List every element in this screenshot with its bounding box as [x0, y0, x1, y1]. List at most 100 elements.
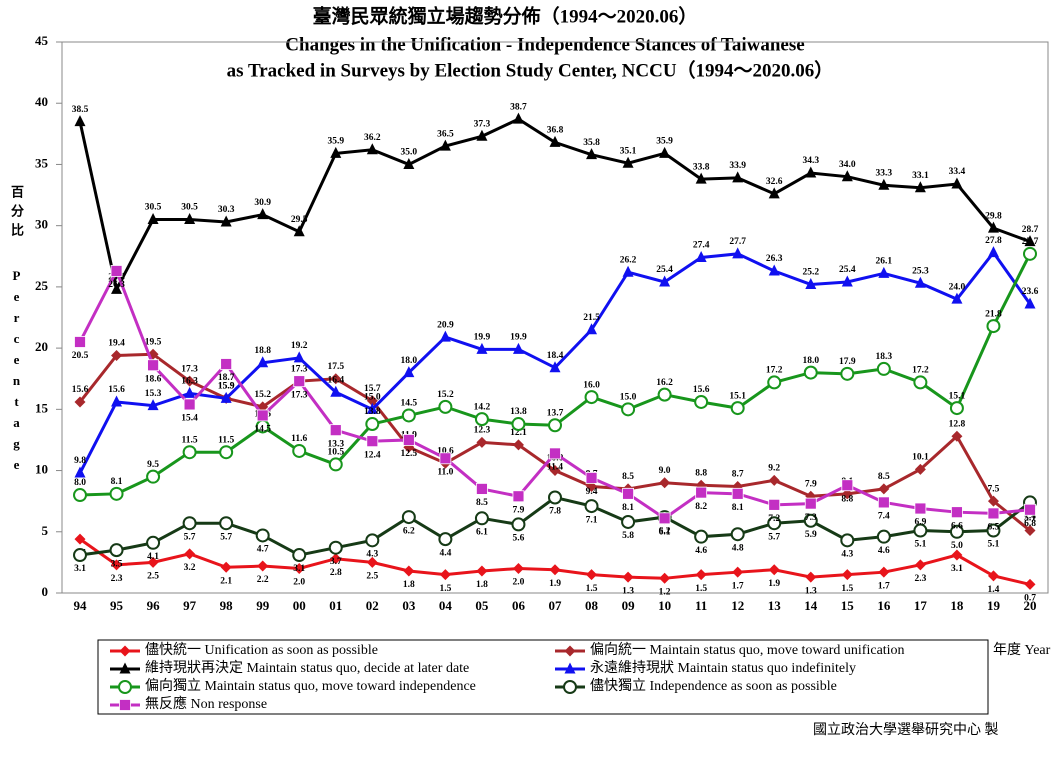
marker [767, 375, 782, 390]
data-label: 27.4 [693, 241, 710, 251]
data-label: 35.0 [401, 148, 418, 158]
marker [476, 436, 488, 448]
data-label: 16.3 [181, 377, 198, 387]
marker [878, 266, 890, 278]
marker [330, 146, 342, 158]
x-tick-label: 02 [366, 598, 379, 613]
marker [1024, 525, 1036, 537]
data-label: 6.8 [1024, 519, 1036, 529]
data-label: 6.9 [914, 518, 926, 528]
marker [695, 251, 707, 263]
data-label: 20.9 [437, 320, 454, 330]
data-label: 5.9 [805, 530, 817, 540]
y-tick-label: 10 [35, 462, 48, 477]
marker [119, 662, 131, 674]
data-label: 13.3 [327, 439, 344, 449]
x-tick-label: 17 [914, 598, 928, 613]
marker [951, 177, 963, 189]
marker [840, 533, 855, 548]
marker [439, 139, 451, 151]
marker [110, 265, 123, 277]
marker [1024, 578, 1036, 590]
marker [438, 532, 453, 547]
data-label: 12.1 [510, 428, 527, 438]
data-label: 20.5 [72, 351, 89, 361]
data-label: 1.9 [768, 579, 780, 589]
data-label: 8.1 [622, 503, 634, 513]
data-label: 15.2 [254, 390, 271, 400]
marker [511, 417, 526, 432]
x-tick-label: 99 [256, 598, 270, 613]
data-label: 35.9 [656, 137, 673, 147]
marker [878, 483, 890, 495]
marker [439, 330, 451, 342]
marker [659, 275, 671, 287]
data-label: 19.9 [474, 333, 491, 343]
data-label: 8.0 [74, 478, 86, 488]
marker [549, 447, 561, 460]
y-tick-label: 45 [35, 33, 49, 48]
marker [439, 452, 452, 465]
marker [805, 571, 817, 583]
marker [219, 516, 234, 531]
marker [366, 435, 379, 448]
x-tick-label: 11 [695, 598, 707, 613]
data-label: 15.6 [108, 385, 125, 395]
marker [805, 166, 817, 178]
data-label: 6.1 [659, 527, 671, 537]
data-label: 2.3 [111, 574, 123, 584]
marker [694, 529, 709, 544]
data-label: 10.5 [327, 448, 344, 458]
data-label: 6.6 [951, 521, 963, 531]
x-tick-label: 19 [987, 598, 1001, 613]
data-label: 33.9 [729, 161, 746, 171]
marker [584, 390, 599, 405]
data-label: 8.5 [622, 472, 634, 482]
data-label: 26.2 [620, 255, 637, 265]
marker [292, 548, 307, 563]
x-tick-label: 14 [804, 598, 818, 613]
data-label: 5.8 [622, 531, 634, 541]
data-label: 33.4 [949, 167, 966, 177]
data-label: 3.1 [293, 564, 305, 574]
data-label: 15.4 [181, 414, 198, 424]
data-label: 36.5 [437, 129, 454, 139]
data-label: 5.7 [220, 532, 232, 542]
x-tick-label: 05 [475, 598, 489, 613]
data-label: 30.5 [181, 203, 198, 213]
marker [949, 401, 964, 416]
data-label: 11.6 [291, 434, 307, 444]
y-axis-label: Percentage [9, 268, 24, 478]
data-label: 30.9 [254, 198, 271, 208]
marker [74, 533, 86, 545]
data-label: 3.5 [111, 559, 123, 569]
marker [512, 439, 524, 451]
marker [878, 566, 890, 578]
series: 8.08.19.511.511.513.611.610.513.814.515.… [73, 237, 1039, 503]
marker [328, 457, 343, 472]
data-label: 0.7 [1024, 594, 1036, 604]
marker [111, 395, 123, 407]
legend-label: 儘快獨立 Independence as soon as possible [590, 678, 837, 694]
plot-frame [61, 41, 1049, 594]
legend-label: 偏向獨立 Maintain status quo, move toward in… [145, 678, 476, 694]
x-tick-label: 06 [512, 598, 526, 613]
marker [438, 399, 453, 414]
marker [219, 445, 234, 460]
marker [548, 418, 562, 433]
series: 9.8 15.6 15.3 16.3 15.9 18.8 19.2 16.4 15.0 18.0 2… [74, 236, 1039, 478]
marker [878, 178, 890, 190]
y-tick-label: 30 [35, 217, 48, 232]
data-label: 17.3 [181, 364, 198, 374]
data-label: 21.8 [985, 309, 1002, 319]
marker [293, 225, 305, 237]
x-tick-label: 16 [877, 598, 891, 613]
data-label: 11.4 [547, 463, 563, 473]
marker [549, 135, 561, 147]
data-label: 8.5 [476, 498, 488, 508]
data-label: 14.5 [401, 399, 418, 409]
data-label: 19.2 [291, 341, 308, 351]
x-tick-label: 95 [110, 598, 124, 613]
marker [184, 213, 196, 225]
data-label: 1.8 [476, 580, 488, 590]
